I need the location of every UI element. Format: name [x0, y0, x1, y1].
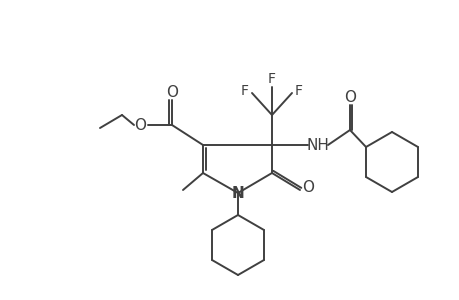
Text: N: N [231, 185, 244, 200]
Text: O: O [343, 89, 355, 104]
Text: F: F [294, 84, 302, 98]
Text: F: F [241, 84, 248, 98]
Text: F: F [268, 72, 275, 86]
Text: O: O [302, 181, 313, 196]
Text: O: O [134, 118, 146, 133]
Text: O: O [166, 85, 178, 100]
Text: NH: NH [306, 137, 329, 152]
